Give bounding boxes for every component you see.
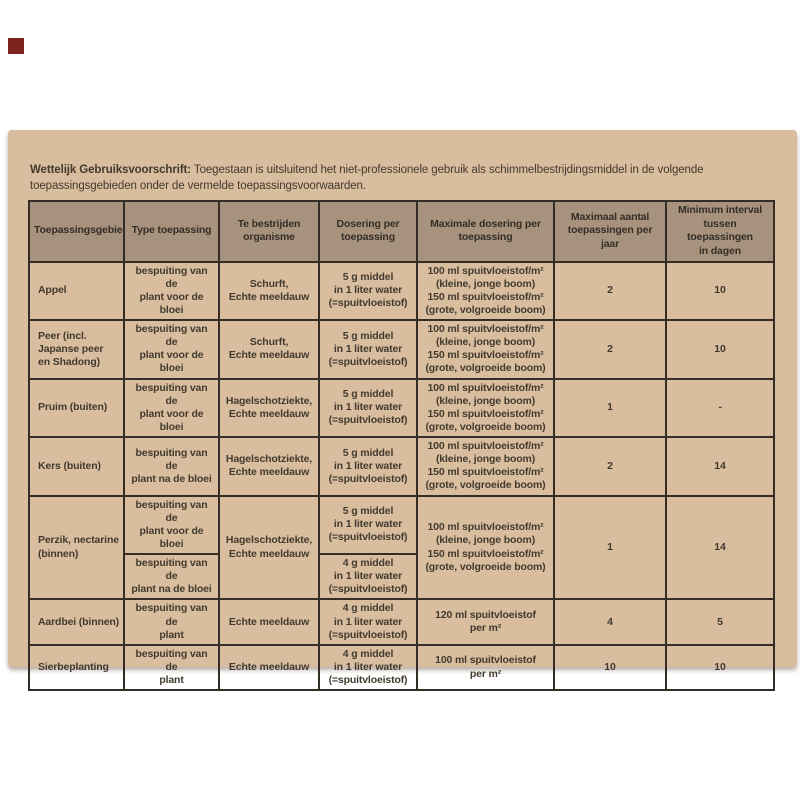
cell-interval: 10 [665, 319, 775, 380]
table-row-4b: bespuiting van de plant na de bloei 4 g m… [29, 553, 774, 601]
table-row-1: Peer (incl. Japanse peer en Shadong) besp… [28, 319, 775, 380]
usage-table-head: Toepassingsgebied Type toepassing Te bestr… [28, 200, 775, 263]
cell-max-dosering: 100 ml spuitvloeistof/m² (kleine, jonge … [416, 377, 555, 439]
cell-interval: 14 [665, 436, 775, 497]
cell-organisme: Hagelschotziekte, Echte meeldauw [218, 377, 320, 439]
cell-max-dosering: 100 ml spuitvloeistof/m² (kleine, jonge … [416, 436, 555, 497]
cell-dosering: 5 g middel in 1 liter water (=spuitvloei… [318, 319, 418, 380]
cell-type: bespuiting van de plant na de bloei [123, 553, 220, 601]
cell-max-dosering: 120 ml spuitvloeistof per m² [416, 598, 555, 646]
table-row-5: Aardbei (binnen) bespuiting van de plant E… [28, 598, 775, 646]
column-header-2: Te bestrijden organisme [218, 200, 320, 263]
cell-max-dosering: 100 ml spuitvloeistof/m² (kleine, jonge … [416, 319, 555, 380]
cell-gebied: Kers (buiten) [28, 436, 125, 497]
cell-aantal: 1 [553, 494, 667, 601]
column-header-4: Maximale dosering per toepassing [416, 200, 555, 263]
cell-max-dosering: 100 ml spuitvloeistof per m² [416, 643, 555, 692]
cell-type: bespuiting van de plant voor de bloei [123, 494, 220, 556]
cell-type: bespuiting van de plant voor de bloei [123, 319, 220, 380]
cell-dosering: 4 g middel in 1 liter water (=spuitvloei… [318, 598, 418, 646]
cell-organisme: Schurft, Echte meeldauw [218, 319, 320, 380]
cell-max-dosering: 100 ml spuitvloeistof/m² (kleine, jonge … [416, 260, 555, 322]
cell-gebied: Sierbeplanting [28, 643, 125, 692]
cell-gebied: Pruim (buiten) [28, 377, 125, 439]
cell-aantal: 4 [553, 598, 667, 646]
column-header-3: Dosering per toepassing [318, 200, 418, 263]
cell-organisme: Echte meeldauw [218, 643, 320, 692]
cell-gebied: Perzik, nectarine (binnen) [28, 494, 125, 601]
cell-dosering: 4 g middel in 1 liter water (=spuitvloei… [318, 553, 418, 601]
cell-aantal: 2 [553, 436, 667, 497]
cell-dosering: 5 g middel in 1 liter water (=spuitvloei… [318, 377, 418, 439]
column-header-6: Minimum interval tussen toepassingen in … [665, 200, 775, 263]
cell-type: bespuiting van de plant voor de bloei [123, 260, 220, 322]
cell-type: bespuiting van de plant voor de bloei [123, 377, 220, 439]
cell-dosering: 5 g middel in 1 liter water (=spuitvloei… [318, 436, 418, 497]
red-color-chip [8, 38, 24, 54]
cell-gebied: Peer (incl. Japanse peer en Shadong) [28, 319, 125, 380]
cell-aantal: 10 [553, 643, 667, 692]
cell-interval: 10 [665, 260, 775, 322]
cell-organisme: Echte meeldauw [218, 598, 320, 646]
cell-type: bespuiting van de plant na de bloei [123, 436, 220, 497]
usage-table: Toepassingsgebied Type toepassing Te bestr… [28, 200, 775, 692]
table-row-6: Sierbeplanting bespuiting van de plant Ech… [28, 643, 775, 692]
column-header-5: Maximaal aantal toepassingen per jaar [553, 200, 667, 263]
cell-interval: 5 [665, 598, 775, 646]
cell-interval: - [665, 377, 775, 439]
cell-gebied: Aardbei (binnen) [28, 598, 125, 646]
cell-interval: 14 [665, 494, 775, 601]
cell-organisme: Schurft, Echte meeldauw [218, 260, 320, 322]
cell-dosering: 5 g middel in 1 liter water (=spuitvloei… [318, 260, 418, 322]
table-row-0: Appel bespuiting van de plant voor de blo… [28, 260, 775, 322]
legal-usage-intro-label: Wettelijk Gebruiksvoorschrift: [30, 163, 192, 176]
cell-aantal: 1 [553, 377, 667, 439]
cell-type: bespuiting van de plant [123, 598, 220, 646]
table-row-3: Kers (buiten) bespuiting van de plant na … [28, 436, 775, 497]
column-header-1: Type toepassing [123, 200, 220, 263]
cell-interval: 10 [665, 643, 775, 692]
cell-gebied: Appel [28, 260, 125, 322]
legal-usage-intro-text: Toegestaan is uitsluitend het niet-profe… [30, 163, 704, 192]
cell-dosering: 4 g middel in 1 liter water (=spuitvloei… [318, 643, 418, 692]
cell-organisme: Hagelschotziekte, Echte meeldauw [218, 436, 320, 497]
usage-table-body: Appel bespuiting van de plant voor de blo… [28, 260, 775, 692]
cell-aantal: 2 [553, 319, 667, 380]
column-header-0: Toepassingsgebied [28, 200, 125, 263]
cell-organisme: Hagelschotziekte, Echte meeldauw [218, 494, 320, 601]
label-card: Wettelijk Gebruiksvoorschrift: Toegestaa… [8, 130, 797, 692]
table-row-2: Pruim (buiten) bespuiting van de plant vo… [28, 377, 775, 439]
legal-usage-intro: Wettelijk Gebruiksvoorschrift: Toegestaa… [30, 162, 768, 194]
cell-aantal: 2 [553, 260, 667, 322]
cell-dosering: 5 g middel in 1 liter water (=spuitvloei… [318, 494, 418, 556]
table-row-4a: Perzik, nectarine (binnen) bespuiting van… [28, 494, 775, 601]
cell-max-dosering: 100 ml spuitvloeistof/m² (kleine, jonge … [416, 494, 555, 601]
cell-type: bespuiting van de plant [123, 643, 220, 692]
header-row: Toepassingsgebied Type toepassing Te bestr… [28, 200, 775, 263]
